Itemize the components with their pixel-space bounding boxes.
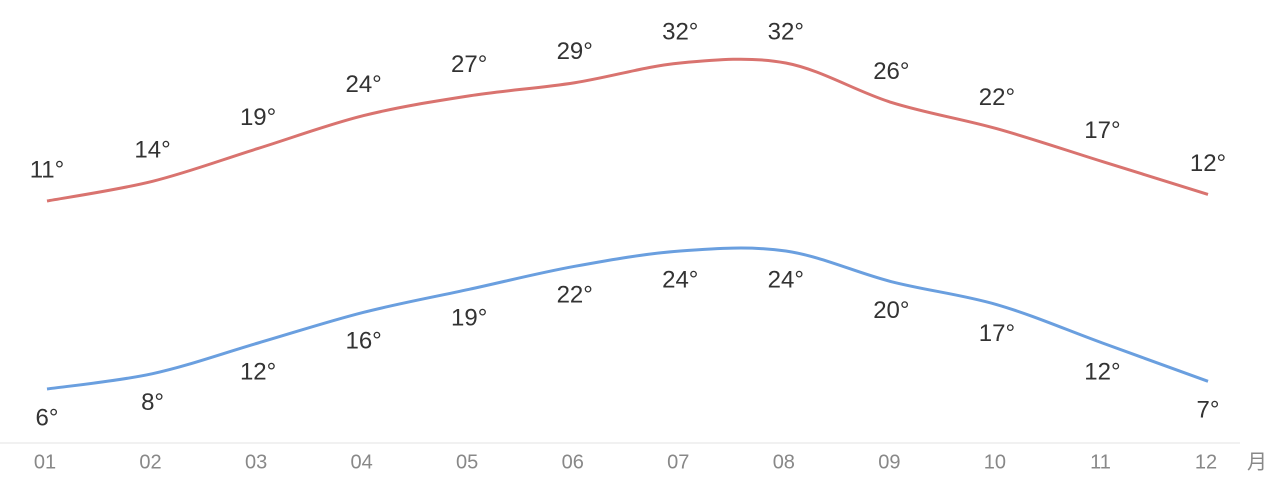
value-label: 8° xyxy=(141,389,164,416)
value-label: 12° xyxy=(1084,358,1120,385)
value-label: 24° xyxy=(345,71,381,98)
value-label: 19° xyxy=(240,104,276,131)
value-label: 24° xyxy=(768,266,804,293)
x-tick-label: 07 xyxy=(667,451,689,473)
temperature-line xyxy=(46,246,1209,391)
value-label: 17° xyxy=(1084,117,1120,144)
value-label: 32° xyxy=(768,18,804,45)
temperature-line xyxy=(46,57,1209,203)
value-label: 27° xyxy=(451,51,487,78)
value-label: 7° xyxy=(1197,397,1220,424)
value-label: 20° xyxy=(873,297,909,324)
x-tick-label: 01 xyxy=(34,451,56,473)
value-label: 22° xyxy=(979,84,1015,111)
value-label: 26° xyxy=(873,58,909,85)
x-tick-label: 06 xyxy=(562,451,584,473)
x-tick-label: 03 xyxy=(245,451,267,473)
value-label: 17° xyxy=(979,320,1015,347)
x-tick-label: 09 xyxy=(878,451,900,473)
value-label: 14° xyxy=(134,137,170,164)
value-label: 12° xyxy=(240,358,276,385)
value-label: 24° xyxy=(662,266,698,293)
x-tick-label: 12 xyxy=(1195,451,1217,473)
value-label: 6° xyxy=(36,404,59,431)
value-label: 11° xyxy=(30,156,65,183)
value-label: 19° xyxy=(451,305,487,332)
x-tick-label: 05 xyxy=(456,451,478,473)
value-label: 16° xyxy=(345,328,381,355)
x-tick-label: 08 xyxy=(773,451,795,473)
value-label: 12° xyxy=(1190,150,1226,177)
value-label: 29° xyxy=(557,38,593,65)
x-tick-label: 04 xyxy=(351,451,373,473)
value-label: 32° xyxy=(662,18,698,45)
value-label: 22° xyxy=(557,282,593,309)
x-unit: 月 xyxy=(1247,451,1267,473)
x-tick-label: 11 xyxy=(1090,451,1111,473)
x-tick-label: 02 xyxy=(139,451,161,473)
x-tick-label: 10 xyxy=(984,451,1006,473)
